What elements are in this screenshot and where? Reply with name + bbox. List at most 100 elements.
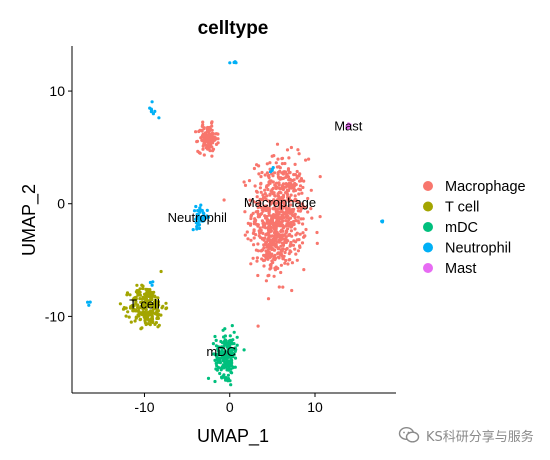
data-point (156, 300, 160, 304)
data-point (138, 318, 142, 322)
legend-item: Neutrophil (423, 241, 511, 257)
data-point (259, 230, 263, 234)
data-point (228, 379, 232, 383)
data-point (276, 215, 280, 219)
data-point (304, 227, 308, 232)
data-point (288, 258, 292, 262)
cluster-neutrophil (228, 60, 238, 65)
data-point (269, 244, 273, 248)
data-point (293, 247, 297, 251)
data-point (138, 297, 142, 301)
data-point (247, 179, 252, 183)
data-point (262, 246, 266, 250)
data-point (271, 174, 275, 178)
cluster-macrophage (194, 120, 220, 158)
data-point (271, 247, 275, 251)
data-point (298, 244, 302, 248)
data-point (249, 213, 254, 217)
points-layer (86, 60, 385, 387)
data-point (276, 266, 280, 270)
cluster-neutrophil (148, 280, 155, 287)
data-point (249, 216, 253, 221)
data-point (126, 310, 130, 314)
data-point (283, 161, 287, 166)
data-point (281, 187, 285, 192)
data-point (300, 202, 304, 206)
data-point (284, 235, 288, 239)
data-point (144, 311, 148, 315)
data-point (296, 249, 300, 253)
data-point (266, 187, 270, 192)
data-point (303, 234, 307, 238)
data-point (275, 198, 279, 202)
ticks: -10 0 10 -10 0 10 (45, 83, 323, 415)
data-point (275, 142, 280, 146)
data-point (281, 219, 285, 223)
data-point (197, 129, 201, 134)
data-point (273, 226, 277, 230)
data-point (159, 269, 163, 274)
data-point (252, 200, 256, 204)
legend-swatch (423, 242, 433, 253)
data-point (296, 215, 300, 219)
data-point (206, 125, 210, 130)
data-point (142, 315, 146, 319)
data-point (223, 376, 227, 380)
data-point (213, 334, 217, 339)
legend-label: Mast (445, 261, 476, 277)
data-point (198, 215, 202, 219)
data-point (288, 170, 292, 175)
data-point (279, 244, 283, 248)
data-point (132, 303, 136, 308)
data-point (137, 310, 142, 314)
data-point (267, 208, 271, 212)
data-point (285, 184, 289, 188)
wechat-icon (398, 426, 420, 443)
data-point (263, 192, 267, 196)
data-point (218, 358, 222, 362)
data-point (213, 137, 218, 141)
data-point (215, 352, 220, 356)
data-point (270, 240, 274, 244)
data-point (267, 233, 271, 237)
data-point (145, 317, 149, 321)
data-point (209, 140, 213, 144)
data-point (151, 302, 155, 306)
data-point (223, 327, 227, 331)
data-point (273, 171, 277, 175)
data-point (282, 212, 286, 216)
data-point (284, 204, 288, 208)
data-point (255, 259, 259, 263)
data-point (192, 209, 197, 213)
data-point (140, 326, 144, 330)
data-point (261, 193, 265, 197)
data-point (154, 321, 158, 325)
data-point (266, 257, 270, 261)
data-point (257, 172, 261, 176)
data-point (252, 243, 256, 247)
data-point (159, 313, 163, 317)
data-point (153, 312, 157, 316)
data-point (206, 215, 211, 219)
cluster-mast (345, 122, 352, 130)
data-point (156, 296, 160, 300)
data-point (260, 257, 264, 261)
data-point (381, 219, 385, 223)
data-point (296, 206, 300, 210)
data-point (293, 227, 297, 231)
data-point (255, 163, 259, 167)
data-point (216, 137, 220, 141)
data-point (217, 349, 221, 354)
data-point (147, 310, 151, 314)
data-point (256, 215, 260, 219)
data-point (300, 191, 304, 195)
data-point (292, 219, 296, 224)
data-point (292, 187, 296, 191)
data-point (315, 241, 319, 245)
data-point (310, 216, 314, 220)
data-point (272, 274, 276, 278)
data-point (146, 292, 150, 296)
data-point (198, 210, 202, 214)
data-point (254, 233, 258, 237)
